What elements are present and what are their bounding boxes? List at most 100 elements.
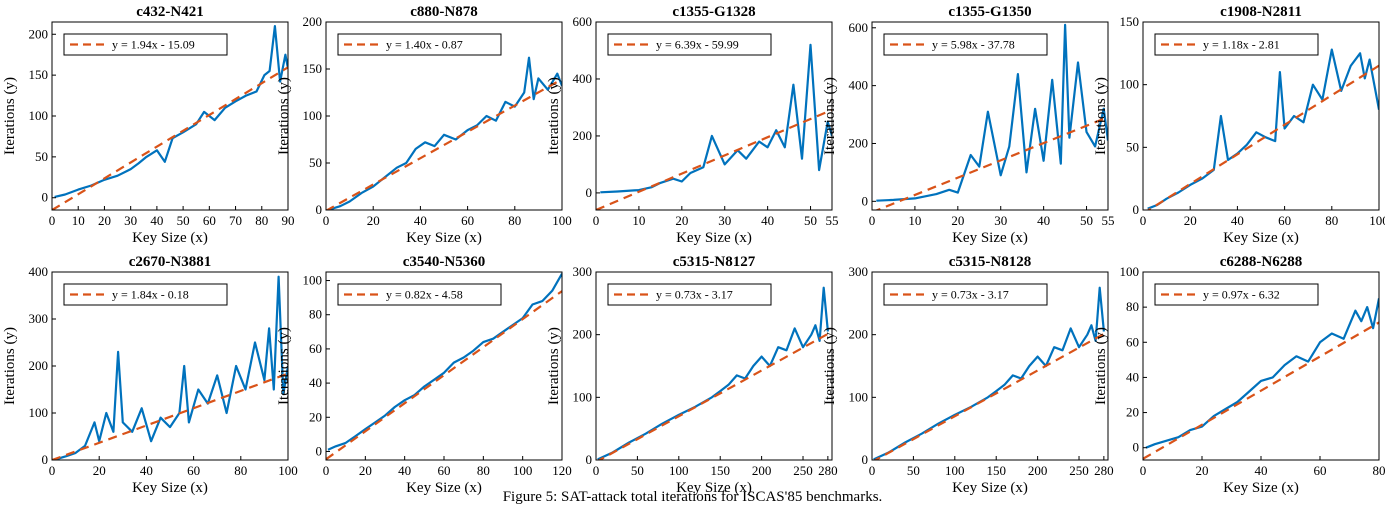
x-axis-label: Key Size (x) — [1223, 480, 1299, 496]
x-tick-label: 250 — [793, 463, 813, 478]
legend-label: y = 6.39x - 59.99 — [656, 38, 739, 52]
chart-title: c432-N421 — [136, 4, 204, 20]
x-tick-label: 120 — [552, 463, 572, 478]
x-tick-label: 100 — [552, 213, 572, 228]
plot-frame — [871, 271, 1109, 461]
chart-title: c1908-N2811 — [1220, 4, 1302, 20]
y-tick-label: 300 — [573, 264, 593, 279]
subplot-c3540-N5360: c3540-N5360 0 20 40 60 80 100 120 0 20 40 60 80 100 Ke… — [276, 254, 572, 496]
legend-box — [607, 33, 772, 56]
x-axis-label: Key Size (x) — [952, 230, 1028, 246]
x-tick-label: 30 — [994, 213, 1007, 228]
x-tick-label: 40 — [761, 213, 774, 228]
x-tick-label: 60 — [203, 213, 216, 228]
y-tick-label: 100 — [29, 108, 49, 123]
y-axis-label: Iterations (y) — [546, 77, 562, 155]
x-tick-label: 80 — [1325, 213, 1338, 228]
y-tick-label: 0 — [1133, 440, 1140, 455]
y-tick-label: 0 — [586, 452, 593, 467]
y-tick-label: 150 — [29, 67, 49, 82]
x-tick-label: 10 — [72, 213, 85, 228]
x-tick-label: 250 — [1069, 463, 1089, 478]
y-tick-label: 200 — [303, 14, 323, 29]
y-tick-label: 300 — [849, 264, 869, 279]
x-tick-label: 20 — [675, 213, 688, 228]
x-tick-label: 0 — [869, 213, 876, 228]
legend-label: y = 0.73x - 3.17 — [932, 288, 1009, 302]
data-series-line — [597, 286, 829, 460]
x-tick-label: 0 — [323, 463, 330, 478]
x-tick-label: 280 — [818, 463, 838, 478]
y-axis-label: Iterations (y) — [2, 77, 18, 155]
x-tick-label: 50 — [907, 463, 920, 478]
legend-label: y = 0.82x - 4.58 — [386, 288, 463, 302]
legend-box — [883, 33, 1048, 56]
y-axis-label: Iterations (y) — [546, 327, 562, 405]
x-tick-label: 80 — [508, 213, 521, 228]
subplot-c6288-N6288: c6288-N6288 0 20 40 60 80 0 20 40 60 80 100 Key Size… — [1093, 254, 1385, 496]
x-axis-label: Key Size (x) — [406, 230, 482, 246]
y-tick-label: 100 — [303, 273, 323, 288]
y-tick-label: 100 — [1120, 264, 1140, 279]
y-tick-label: 0 — [316, 443, 323, 458]
y-tick-label: 40 — [1126, 369, 1139, 384]
fit-line — [596, 108, 832, 210]
y-axis-label: Iterations (y) — [1093, 77, 1109, 155]
y-tick-label: 300 — [29, 311, 49, 326]
data-series-line — [54, 25, 288, 198]
y-tick-label: 100 — [303, 108, 323, 123]
x-tick-label: 0 — [49, 213, 56, 228]
x-tick-label: 40 — [398, 463, 411, 478]
x-tick-label: 0 — [49, 463, 56, 478]
x-axis-label: Key Size (x) — [132, 480, 208, 496]
legend-box — [607, 283, 772, 306]
x-tick-label: 200 — [1028, 463, 1048, 478]
fit-line — [1146, 64, 1379, 210]
x-tick-label: 60 — [461, 213, 474, 228]
x-tick-label: 150 — [710, 463, 730, 478]
x-tick-label: 100 — [1369, 213, 1385, 228]
y-tick-label: 200 — [849, 135, 869, 150]
y-tick-label: 200 — [573, 128, 593, 143]
x-tick-label: 150 — [986, 463, 1006, 478]
plot-frame — [595, 271, 833, 461]
y-tick-label: 100 — [573, 389, 593, 404]
x-axis-label: Key Size (x) — [952, 480, 1028, 496]
x-tick-label: 50 — [804, 213, 817, 228]
y-tick-label: 0 — [42, 452, 49, 467]
chart-title: c5315-N8128 — [949, 254, 1032, 270]
y-axis-label: Iterations (y) — [276, 77, 292, 155]
subplot-c2670-N3881: c2670-N3881 0 20 40 60 80 100 0 100 200 300 400 Key … — [2, 254, 298, 496]
chart-title: c1355-G1350 — [948, 4, 1031, 20]
fit-line — [52, 66, 288, 210]
x-tick-label: 100 — [669, 463, 689, 478]
y-tick-label: 20 — [309, 409, 322, 424]
legend-label: y = 1.84x - 0.18 — [112, 288, 189, 302]
y-axis-label: Iterations (y) — [822, 327, 838, 405]
x-tick-label: 30 — [124, 213, 137, 228]
data-series-line — [873, 286, 1105, 460]
y-tick-label: 100 — [29, 405, 49, 420]
chart-title: c1355-G1328 — [672, 4, 755, 20]
x-axis-label: Key Size (x) — [132, 230, 208, 246]
x-tick-label: 60 — [438, 463, 451, 478]
fit-line — [52, 372, 288, 460]
x-tick-label: 0 — [1140, 213, 1147, 228]
x-tick-label: 0 — [323, 213, 330, 228]
subplot-c1355-G1328: c1355-G1328 0 10 20 30 40 50 55 0 200 400 600 Key Si… — [546, 4, 839, 246]
y-axis-label: Iterations (y) — [1093, 327, 1109, 405]
y-tick-label: 0 — [862, 452, 869, 467]
y-tick-label: 600 — [573, 14, 593, 29]
x-tick-label: 200 — [752, 463, 772, 478]
y-tick-label: 100 — [849, 389, 869, 404]
x-tick-label: 0 — [1140, 463, 1147, 478]
data-series-line — [1147, 48, 1379, 210]
y-tick-label: 400 — [573, 71, 593, 86]
y-tick-label: 40 — [309, 375, 322, 390]
y-tick-label: 200 — [29, 26, 49, 41]
legend-box — [1154, 283, 1319, 306]
x-tick-label: 55 — [826, 213, 839, 228]
x-tick-label: 20 — [359, 463, 372, 478]
legend-label: y = 5.98x - 37.78 — [932, 38, 1015, 52]
legend-box — [883, 283, 1048, 306]
